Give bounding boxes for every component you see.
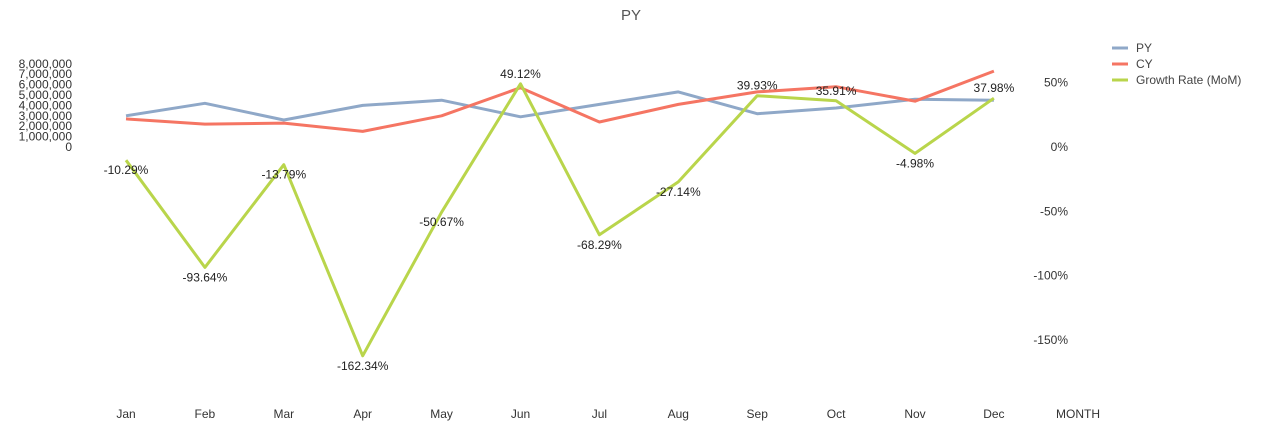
x-axis-tick-label: Nov	[904, 407, 925, 421]
series-line-growth-rate-mom-	[124, 82, 995, 358]
data-label: -27.14%	[656, 185, 701, 199]
right-axis-tick-label: 50%	[1044, 76, 1068, 90]
x-axis-tick-label: Mar	[273, 407, 294, 421]
left-axis-tick-label: 1,000,000	[19, 130, 73, 144]
right-axis-tick-label: 0%	[1051, 140, 1069, 154]
series-line-py	[125, 90, 994, 122]
data-label: -93.64%	[183, 270, 228, 284]
data-label: 35.91%	[816, 84, 857, 98]
data-label: 49.12%	[500, 67, 541, 81]
x-axis-tick-label: Jul	[592, 407, 607, 421]
x-axis-tick-label: Jan	[116, 407, 135, 421]
legend-label: Growth Rate (MoM)	[1136, 73, 1241, 87]
right-axis-tick-label: -150%	[1033, 333, 1068, 347]
x-axis-tick-label: Dec	[983, 407, 1004, 421]
x-axis-tick-label: Sep	[747, 407, 769, 421]
data-label: 39.93%	[737, 79, 778, 93]
series-line-cy	[125, 69, 995, 133]
data-label: -162.34%	[337, 359, 389, 373]
x-axis-title: MONTH	[1056, 407, 1100, 421]
left-axis-tick-label: 6,000,000	[19, 78, 73, 92]
right-axis-tick-label: -50%	[1040, 204, 1068, 218]
data-label: -13.79%	[261, 168, 306, 182]
x-axis-tick-label: Apr	[353, 407, 372, 421]
left-axis-tick-label: 5,000,000	[19, 88, 73, 102]
right-axis-tick-label: -100%	[1033, 269, 1068, 283]
x-axis-tick-label: Aug	[668, 407, 689, 421]
x-axis-tick-label: Feb	[195, 407, 216, 421]
data-label: -4.98%	[896, 156, 934, 170]
left-axis-tick-label: 4,000,000	[19, 98, 73, 112]
x-axis-tick-label: Jun	[511, 407, 530, 421]
left-axis-tick-label: 3,000,000	[19, 109, 73, 123]
data-label: 37.98%	[974, 81, 1015, 95]
legend-label: PY	[1136, 41, 1152, 55]
data-label: -50.67%	[419, 215, 464, 229]
left-axis-tick-label: 2,000,000	[19, 119, 73, 133]
x-axis-tick-label: Oct	[827, 407, 846, 421]
chart-title: PY	[621, 7, 641, 24]
left-axis-tick-label: 8,000,000	[19, 57, 73, 71]
x-axis-tick-label: May	[430, 407, 453, 421]
left-axis-tick-label: 0	[65, 140, 72, 154]
left-axis-tick-label: 7,000,000	[19, 67, 73, 81]
legend-label: CY	[1136, 57, 1153, 71]
data-label: -10.29%	[104, 163, 149, 177]
data-label: -68.29%	[577, 238, 622, 252]
